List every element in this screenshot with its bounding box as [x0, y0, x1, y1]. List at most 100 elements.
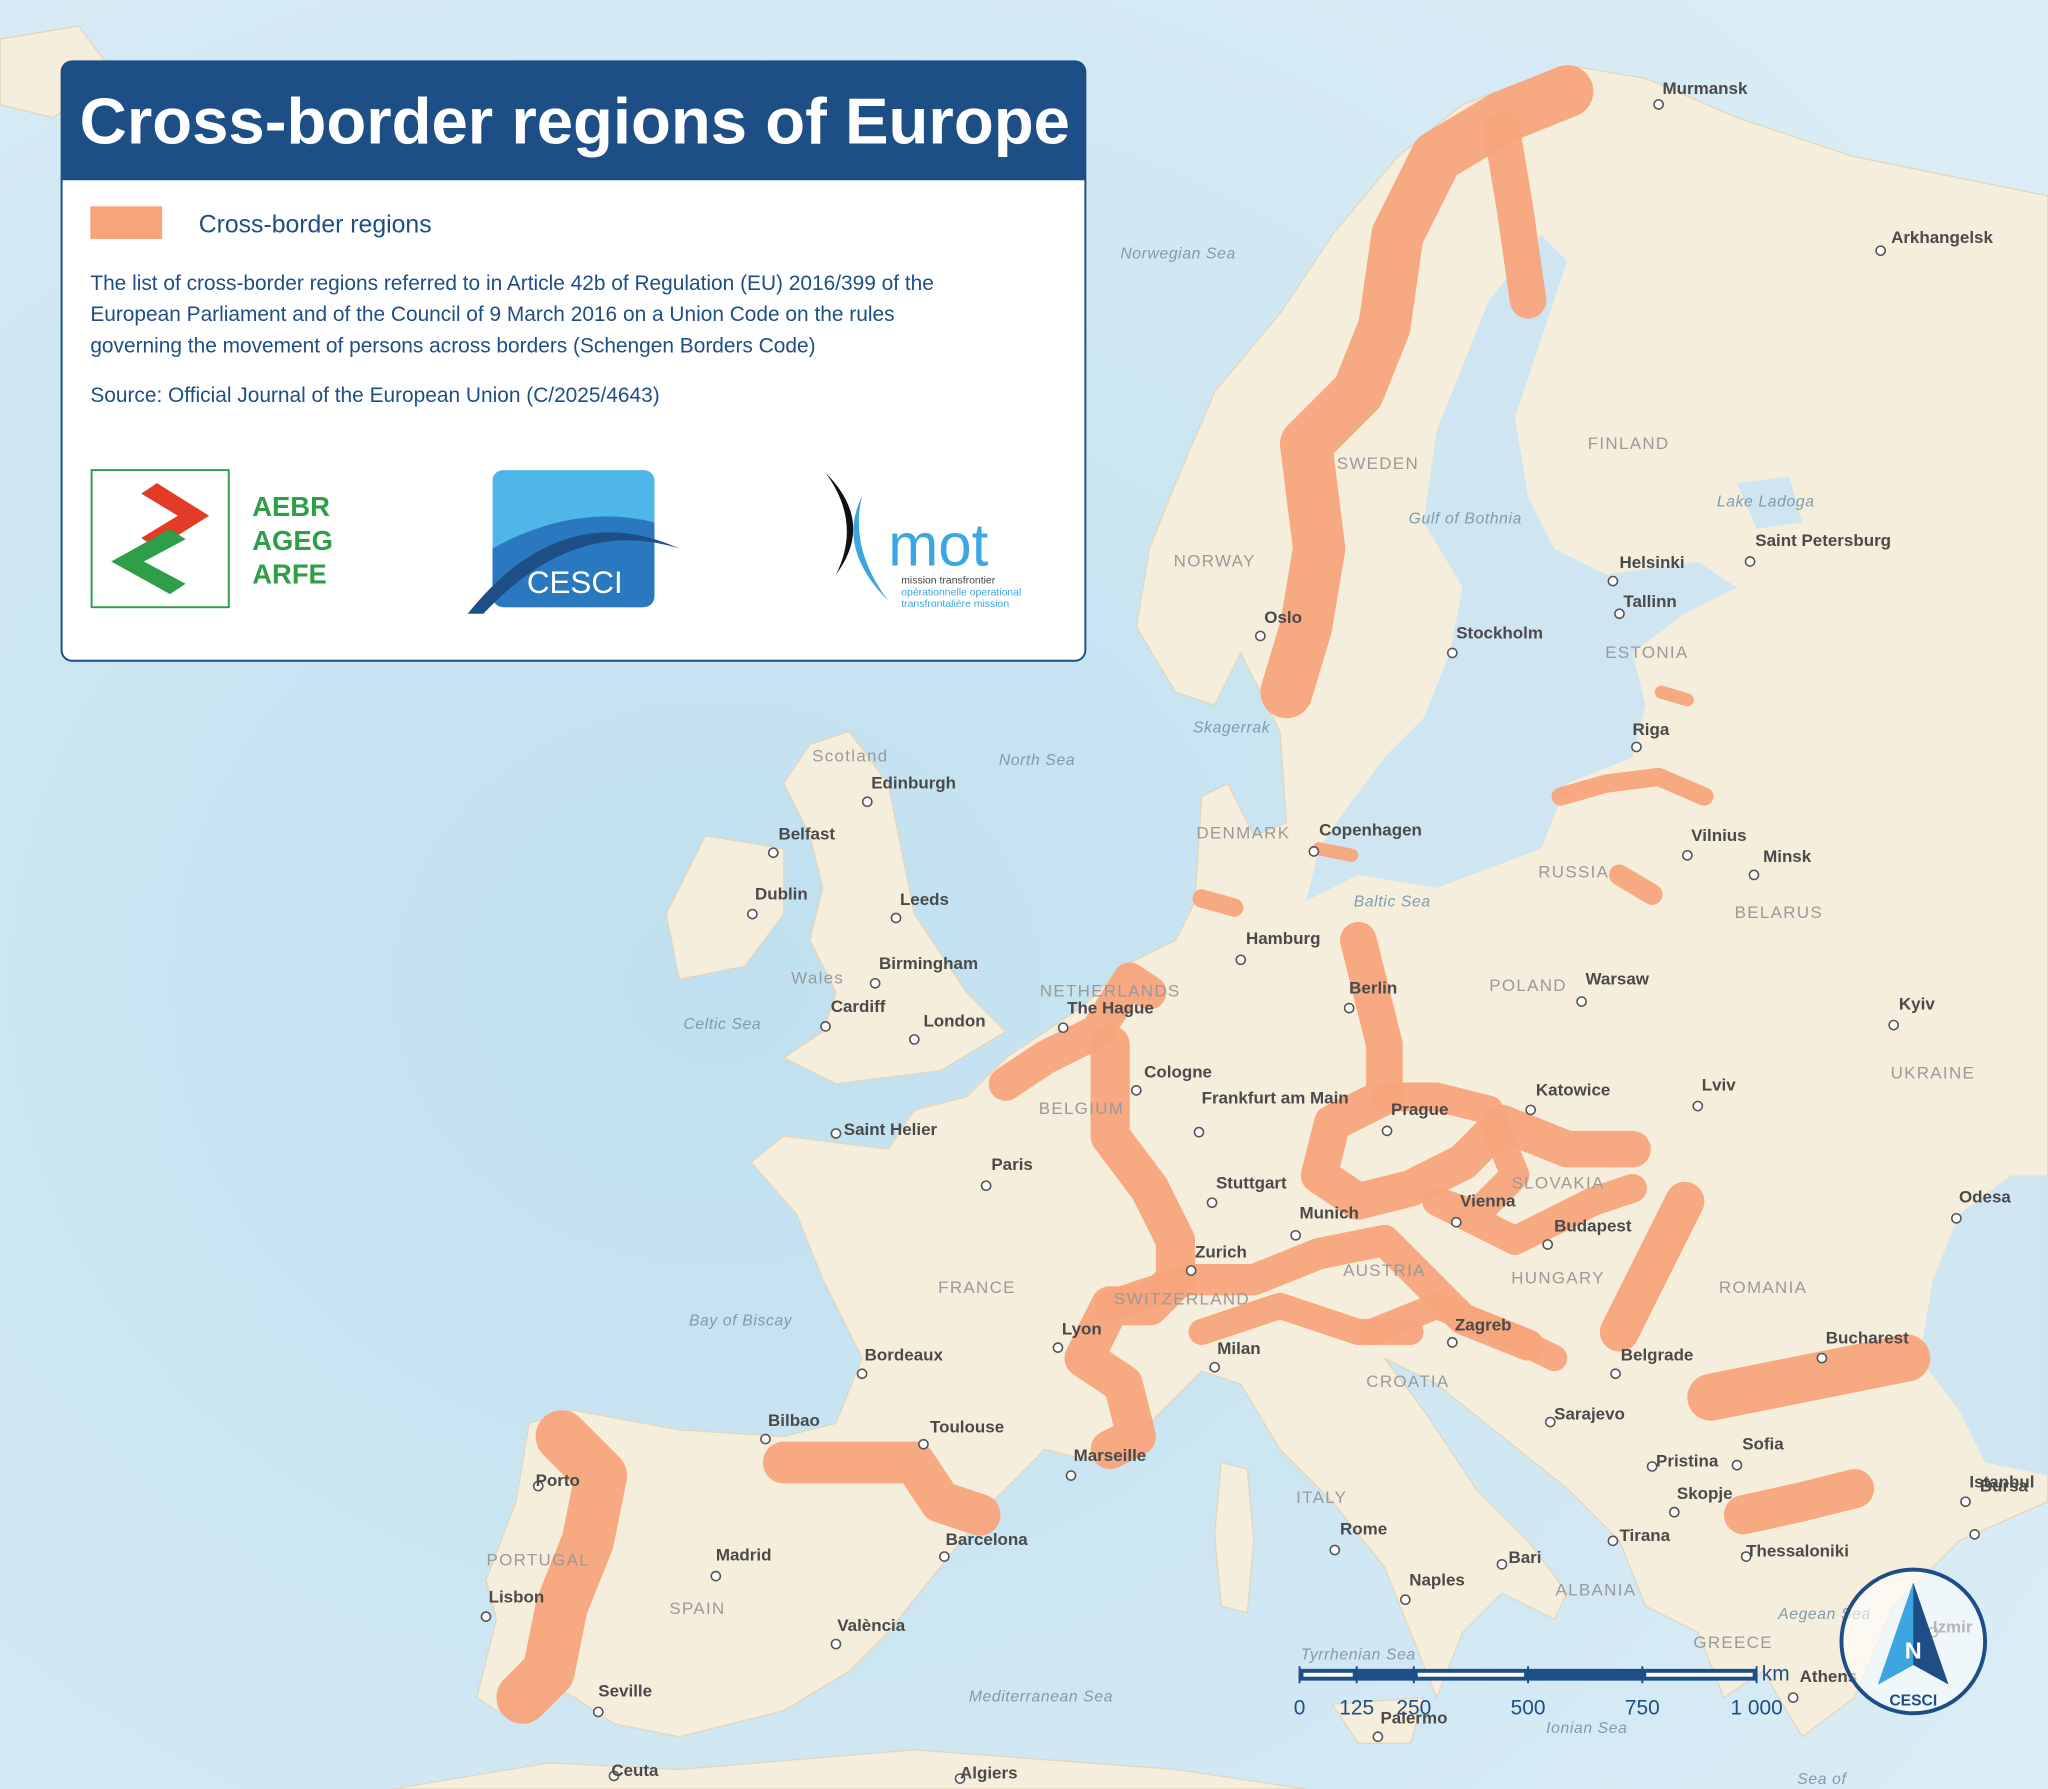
country-label: PORTUGAL — [486, 1551, 590, 1570]
corsica-sardinia — [1213, 1461, 1255, 1614]
city-dot — [1446, 1337, 1458, 1348]
city-label: The Hague — [1067, 998, 1154, 1017]
logo-swoosh — [467, 532, 680, 614]
city-dot — [1329, 1544, 1341, 1556]
city-dot — [1740, 1551, 1752, 1562]
country-label: NORWAY — [1174, 552, 1256, 571]
city-label: Munich — [1300, 1203, 1359, 1222]
city-dot — [1185, 1265, 1197, 1276]
city-dot — [1446, 647, 1458, 659]
region — [1609, 864, 1663, 905]
city-dot — [608, 1770, 620, 1782]
region — [1551, 767, 1714, 806]
city-dot — [1381, 1125, 1393, 1137]
region — [1358, 1292, 1568, 1372]
city-label: Sofia — [1742, 1434, 1784, 1453]
city-dot — [1646, 1461, 1658, 1472]
scale-bar-segment — [1303, 1672, 1353, 1677]
city-label: Naples — [1409, 1570, 1465, 1589]
city-label: London — [923, 1011, 985, 1030]
country-label: Wales — [791, 968, 844, 987]
country-label: SPAIN — [669, 1599, 725, 1618]
description-line: The list of cross-border regions referre… — [90, 272, 934, 295]
city-label: Stockholm — [1456, 624, 1543, 643]
logo-text: AEBR — [252, 491, 330, 522]
city-dot — [1816, 1352, 1828, 1364]
city-dot — [954, 1773, 966, 1784]
city-dot — [1209, 1361, 1221, 1373]
city-dot — [1544, 1416, 1556, 1428]
city-label: Bordeaux — [865, 1346, 944, 1365]
city-label: Warsaw — [1586, 970, 1650, 989]
city-dot — [1682, 849, 1693, 861]
logo-text: AGEG — [252, 525, 333, 556]
city-label: Cardiff — [831, 997, 886, 1016]
region — [1260, 65, 1594, 719]
logo-text: ARFE — [252, 559, 327, 590]
country-label: ESTONIA — [1605, 643, 1688, 662]
region — [1687, 1334, 1931, 1421]
city-dot — [1576, 996, 1587, 1007]
city-dot — [1542, 1239, 1553, 1250]
sea-label: Baltic Sea — [1354, 893, 1431, 910]
city-dot — [869, 977, 881, 989]
region — [1370, 1082, 1647, 1255]
country-label: RUSSIA — [1538, 863, 1609, 882]
city-label: Lyon — [1062, 1320, 1102, 1339]
source: Source: Official Journal of the European… — [90, 384, 659, 407]
city-label: València — [837, 1616, 905, 1635]
region — [762, 1441, 1001, 1536]
city-label: Kyiv — [1899, 994, 1935, 1013]
sea-label: Skagerrak — [1193, 720, 1271, 737]
country-label: HUNGARY — [1511, 1269, 1605, 1288]
city-dot — [1607, 1535, 1619, 1547]
city-label: Edinburgh — [871, 774, 956, 793]
city-label: Riga — [1633, 720, 1670, 739]
land — [0, 25, 2048, 1789]
city-label: Toulouse — [930, 1418, 1004, 1437]
sea-label: Sea of — [1797, 1771, 1847, 1788]
sea-label: Gulf of Bothnia — [1409, 511, 1522, 528]
scale-bar-segment — [1417, 1672, 1525, 1677]
city-label: Budapest — [1554, 1216, 1632, 1235]
city-dot — [980, 1180, 992, 1192]
city-label: Dublin — [755, 885, 808, 904]
city-label: Istanbul — [1969, 1472, 2034, 1491]
city-label: Seville — [598, 1681, 652, 1700]
city-dot — [1951, 1212, 1962, 1224]
logo-subtext: mission transfrontier — [901, 576, 995, 587]
scale-bar-segment — [1646, 1672, 1753, 1677]
city-label: Marseille — [1074, 1446, 1147, 1465]
city-dot — [830, 1638, 842, 1650]
city-label: Copenhagen — [1319, 821, 1422, 840]
city-dot — [592, 1706, 604, 1718]
inland-seas — [1306, 235, 2048, 1476]
city-dot — [830, 1128, 842, 1139]
logo-text: CESCI — [527, 565, 623, 600]
logo-text: mot — [888, 511, 988, 578]
city-dot — [1631, 741, 1642, 753]
city-label: Belgrade — [1621, 1346, 1694, 1365]
region — [1192, 889, 1244, 917]
city-label: Vienna — [1460, 1192, 1516, 1211]
baltic-sea — [1306, 235, 1737, 902]
city-label: Hamburg — [1246, 929, 1320, 948]
city-dot — [1960, 1496, 1971, 1508]
sea-label: Tyrrhenian Sea — [1301, 1647, 1416, 1664]
country-label: SWITZERLAND — [1114, 1290, 1250, 1309]
continent — [476, 64, 2048, 1738]
region — [1300, 921, 1651, 1220]
mot-logo: mot mission transfrontier opérationnelle… — [825, 472, 1021, 610]
city-label: Birmingham — [879, 954, 978, 973]
scale-tick-label: 500 — [1511, 1697, 1546, 1720]
city-dot — [1065, 1470, 1077, 1481]
city-dot — [1193, 1126, 1205, 1138]
city-dot — [710, 1570, 722, 1582]
sea-label: Bay of Biscay — [689, 1312, 793, 1329]
city-dot — [1668, 1506, 1680, 1518]
city-label: Rome — [1340, 1519, 1387, 1538]
city-label: Saint Helier — [844, 1120, 938, 1139]
scale-tick-label: 0 — [1294, 1697, 1306, 1720]
city-label: Cologne — [1144, 1062, 1212, 1081]
